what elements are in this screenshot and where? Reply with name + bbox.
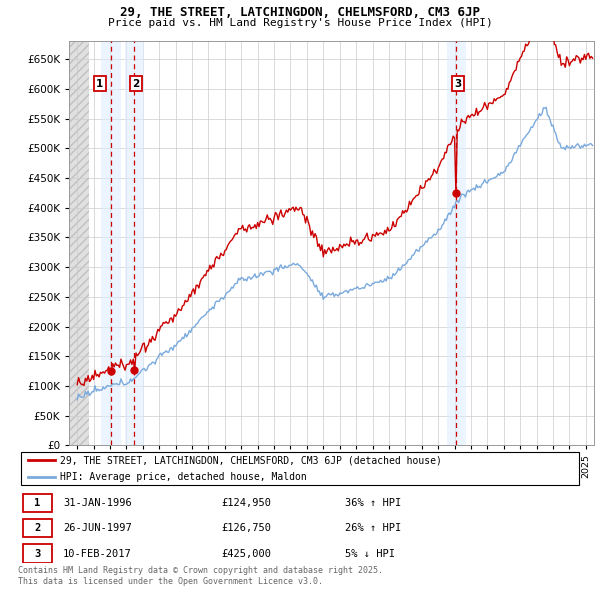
FancyBboxPatch shape bbox=[23, 519, 52, 537]
Text: 2: 2 bbox=[133, 78, 140, 88]
Bar bbox=[69, 41, 89, 445]
Text: 2: 2 bbox=[34, 523, 40, 533]
Bar bbox=[125, 41, 145, 445]
Bar bbox=[446, 41, 466, 445]
Text: 26-JUN-1997: 26-JUN-1997 bbox=[63, 523, 132, 533]
Text: Contains HM Land Registry data © Crown copyright and database right 2025.
This d: Contains HM Land Registry data © Crown c… bbox=[18, 566, 383, 586]
Text: Price paid vs. HM Land Registry's House Price Index (HPI): Price paid vs. HM Land Registry's House … bbox=[107, 18, 493, 28]
Text: 3: 3 bbox=[454, 78, 461, 88]
Text: 1: 1 bbox=[34, 498, 40, 508]
Text: 3: 3 bbox=[34, 549, 40, 559]
Text: 36% ↑ HPI: 36% ↑ HPI bbox=[345, 498, 401, 508]
FancyBboxPatch shape bbox=[21, 451, 579, 486]
Text: HPI: Average price, detached house, Maldon: HPI: Average price, detached house, Mald… bbox=[60, 472, 307, 482]
Text: £425,000: £425,000 bbox=[221, 549, 271, 559]
Text: 29, THE STREET, LATCHINGDON, CHELMSFORD, CM3 6JP: 29, THE STREET, LATCHINGDON, CHELMSFORD,… bbox=[120, 6, 480, 19]
FancyBboxPatch shape bbox=[23, 494, 52, 513]
Text: 26% ↑ HPI: 26% ↑ HPI bbox=[345, 523, 401, 533]
FancyBboxPatch shape bbox=[23, 544, 52, 563]
Text: 5% ↓ HPI: 5% ↓ HPI bbox=[345, 549, 395, 559]
Text: 10-FEB-2017: 10-FEB-2017 bbox=[63, 549, 132, 559]
Text: 29, THE STREET, LATCHINGDON, CHELMSFORD, CM3 6JP (detached house): 29, THE STREET, LATCHINGDON, CHELMSFORD,… bbox=[60, 455, 442, 465]
Text: 1: 1 bbox=[96, 78, 103, 88]
Text: £126,750: £126,750 bbox=[221, 523, 271, 533]
Text: 31-JAN-1996: 31-JAN-1996 bbox=[63, 498, 132, 508]
Bar bbox=[101, 41, 121, 445]
Text: £124,950: £124,950 bbox=[221, 498, 271, 508]
